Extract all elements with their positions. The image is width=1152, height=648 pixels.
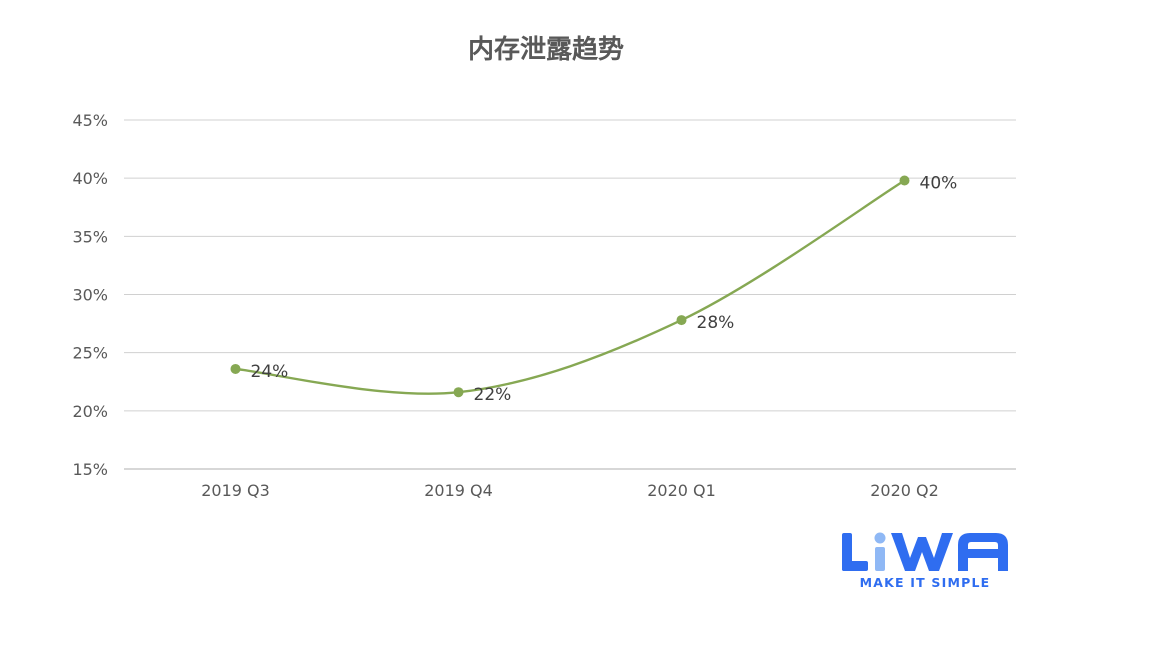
y-tick-label: 40% bbox=[72, 169, 108, 188]
x-tick-label: 2020 Q1 bbox=[647, 481, 716, 500]
logo-tagline: MAKE IT SIMPLE bbox=[860, 575, 991, 590]
x-tick-label: 2019 Q3 bbox=[201, 481, 270, 500]
y-tick-label: 15% bbox=[72, 460, 108, 479]
data-point bbox=[899, 175, 910, 186]
data-point bbox=[230, 363, 241, 374]
gridlines bbox=[124, 119, 1016, 470]
series-layer bbox=[230, 175, 910, 398]
y-tick-label: 30% bbox=[72, 286, 108, 305]
y-axis: 15% 20% 25% 30% 35% 40% 45% bbox=[72, 111, 108, 479]
y-tick-label: 20% bbox=[72, 402, 108, 421]
data-label: 22% bbox=[474, 385, 512, 405]
data-label: 24% bbox=[251, 362, 289, 382]
x-tick-label: 2020 Q2 bbox=[870, 481, 939, 500]
data-label: 40% bbox=[920, 173, 958, 193]
y-tick-label: 35% bbox=[72, 227, 108, 246]
x-tick-label: 2019 Q4 bbox=[424, 481, 493, 500]
y-tick-label: 45% bbox=[72, 111, 108, 130]
y-tick-label: 25% bbox=[72, 344, 108, 363]
data-point bbox=[453, 387, 464, 398]
x-axis: 2019 Q3 2019 Q4 2020 Q1 2020 Q2 bbox=[201, 481, 939, 500]
data-label: 28% bbox=[697, 313, 735, 333]
data-labels: 24% 22% 28% 40% bbox=[251, 173, 958, 405]
liwa-logo: MAKE IT SIMPLE bbox=[842, 532, 1008, 590]
chart-title: 内存泄露趋势 bbox=[468, 35, 624, 65]
series-line bbox=[235, 179, 906, 395]
logo-mark bbox=[842, 532, 1008, 571]
data-point bbox=[676, 315, 687, 326]
